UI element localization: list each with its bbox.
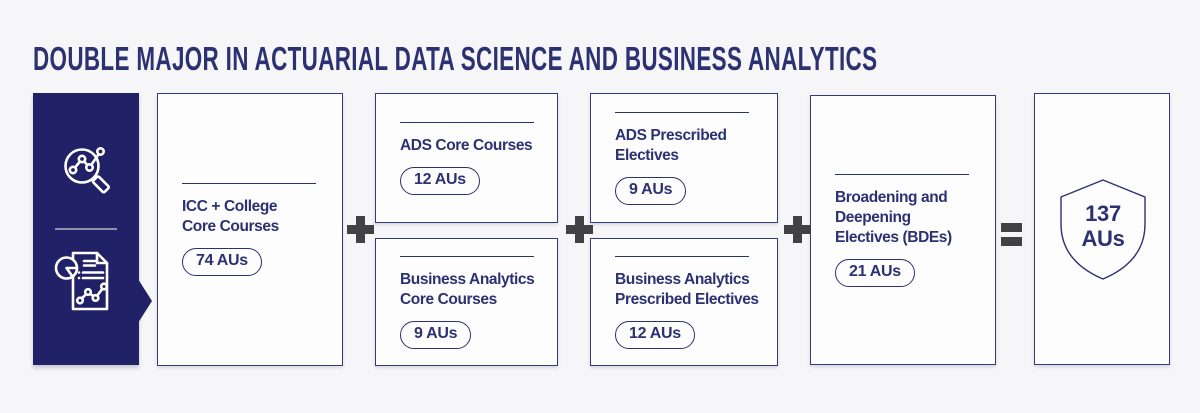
total-aus: 137 AUs [1058,177,1148,283]
panel-divider [55,228,117,230]
card-ads-core: ADS Core Courses 12 AUs [375,93,558,223]
card-ads-prescribed-electives: ADS Prescribed Electives 9 AUs [590,93,778,223]
au-badge: 12 AUs [400,166,480,195]
card-icc-core: ICC + College Core Courses 74 AUs [157,93,343,366]
card-label: Business Analytics Core Courses [400,270,535,308]
au-badge: 74 AUs [182,248,262,276]
card-label: Business Analytics Prescribed Electives [615,270,759,308]
plus-icon [784,216,811,243]
shield-icon: 137 AUs [1058,177,1148,283]
plus-icon [347,216,374,243]
total-unit: AUs [1081,226,1125,251]
card-rule [182,183,316,184]
equals-icon [1001,223,1022,247]
card-label: Broadening and Deepening Electives (BDEs… [835,188,952,246]
card-ba-core: Business Analytics Core Courses 9 AUs [375,238,558,366]
card-label: ADS Core Courses [400,136,533,154]
card-rule [400,255,534,257]
arrow-right-icon [138,279,152,323]
magnifier-analytics-icon [64,147,111,194]
card-rule [835,173,969,175]
plus-icon [566,216,593,243]
icon-panel [33,93,152,365]
au-badge: 9 AUs [615,176,687,205]
card-rule [615,111,749,113]
card-label: ADS Prescribed Electives [615,126,727,164]
page-title: DOUBLE MAJOR IN ACTUARIAL DATA SCIENCE A… [33,40,878,77]
card-rule [615,255,749,257]
card-rule [400,121,534,123]
total-value: 137 [1085,201,1121,226]
card-total: 137 AUs [1034,93,1170,365]
card-label: ICC + College Core Courses [182,198,279,235]
card-bde: Broadening and Deepening Electives (BDEs… [810,95,996,365]
report-chart-icon [54,251,109,311]
au-badge: 12 AUs [615,320,695,349]
au-badge: 21 AUs [835,258,915,287]
card-ba-prescribed-electives: Business Analytics Prescribed Electives … [590,238,778,366]
au-badge: 9 AUs [400,320,472,349]
